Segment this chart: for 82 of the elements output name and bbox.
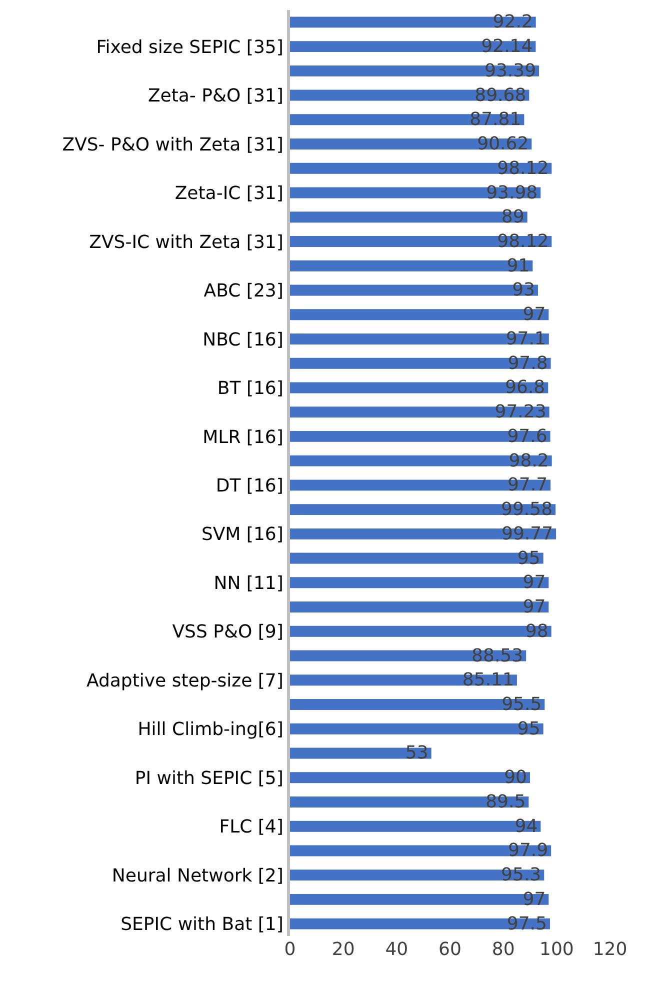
data-label: 88.53 xyxy=(472,645,524,666)
data-label: 87.81 xyxy=(470,109,522,130)
y-tick-label: ABC [23] xyxy=(204,280,284,302)
y-tick-label: SEPIC with Bat [1] xyxy=(120,914,284,936)
y-tick-label: Zeta-IC [31] xyxy=(174,183,284,204)
y-tick-label: PI with SEPIC [5] xyxy=(134,768,284,789)
data-label: 99.77 xyxy=(502,523,554,544)
data-label: 97 xyxy=(522,572,546,594)
y-tick-label: DT [16] xyxy=(216,475,284,496)
data-label: 90.62 xyxy=(477,134,529,155)
x-tick-label: 20 xyxy=(332,939,355,960)
bar xyxy=(290,723,544,734)
data-label: 97 xyxy=(522,304,546,326)
y-tick-label: NBC [16] xyxy=(202,329,284,350)
data-label: 99.58 xyxy=(501,499,553,520)
bar xyxy=(290,65,540,76)
x-tick-label: 80 xyxy=(492,939,515,960)
data-label: 93.98 xyxy=(486,182,538,204)
data-label: 97.7 xyxy=(507,474,548,496)
data-label: 98 xyxy=(525,620,548,642)
bar xyxy=(290,894,549,905)
y-tick-label: NN [11] xyxy=(214,572,284,594)
data-label: 89.5 xyxy=(486,791,526,812)
bar xyxy=(290,796,529,808)
y-tick-label: Adaptive step-size [7] xyxy=(86,670,284,692)
bar xyxy=(290,187,541,198)
data-label: 90 xyxy=(504,767,527,788)
data-label: 89.68 xyxy=(474,84,526,106)
data-label: 98.12 xyxy=(497,158,549,179)
y-tick-label: ZVS- P&O with Zeta [31] xyxy=(62,134,284,156)
data-label: 85.11 xyxy=(462,670,514,691)
y-tick-label: Fixed size SEPIC [35] xyxy=(96,36,284,58)
y-tick-label: MLR [16] xyxy=(202,426,284,448)
x-tick-label: 120 xyxy=(592,939,628,960)
data-label: 97.6 xyxy=(507,426,548,447)
bar xyxy=(290,358,551,369)
y-tick-label: BT [16] xyxy=(217,378,284,400)
data-label: 92.2 xyxy=(492,12,533,33)
data-label: 97.8 xyxy=(508,352,548,374)
data-label: 95 xyxy=(517,718,540,740)
bar xyxy=(290,918,550,930)
data-label: 97.9 xyxy=(508,840,548,862)
data-label: 93.39 xyxy=(484,60,536,82)
bar xyxy=(290,430,550,442)
bar xyxy=(290,552,544,564)
x-tick-label: 60 xyxy=(438,939,462,960)
bar xyxy=(290,333,549,344)
data-label: 95.5 xyxy=(502,694,542,715)
data-label: 53 xyxy=(405,742,428,764)
data-label: 98.2 xyxy=(508,450,549,472)
data-label: 98.12 xyxy=(497,231,549,252)
y-tick-label: VSS P&O [9] xyxy=(172,622,284,643)
data-label: 97.23 xyxy=(494,402,546,423)
y-tick-label: SVM [16] xyxy=(201,524,284,546)
y-tick-label: FLC [4] xyxy=(219,816,284,838)
x-tick-label: 100 xyxy=(539,939,574,960)
y-tick-label: Zeta- P&O [31] xyxy=(148,86,284,107)
data-label: 97 xyxy=(522,888,546,910)
data-label: 97.1 xyxy=(506,328,546,350)
x-tick-label: 0 xyxy=(284,939,296,960)
data-label: 96.8 xyxy=(505,377,546,398)
bar xyxy=(290,90,530,101)
data-label: 92.14 xyxy=(481,36,533,58)
bar xyxy=(290,162,552,174)
bar xyxy=(290,260,533,272)
data-label: 93 xyxy=(512,280,535,301)
bar xyxy=(290,528,556,540)
bar xyxy=(290,650,526,662)
bar xyxy=(290,820,541,832)
y-tick-label: ZVS-IC with Zeta [31] xyxy=(89,232,284,253)
data-label: 94 xyxy=(514,816,538,837)
bar xyxy=(290,455,552,466)
data-label: 97.5 xyxy=(506,913,547,934)
y-tick-label: Neural Network [2] xyxy=(112,865,284,886)
bar xyxy=(290,626,552,637)
x-tick-label: 40 xyxy=(385,939,408,960)
data-label: 95 xyxy=(517,548,540,569)
data-label: 97 xyxy=(522,596,546,618)
data-label: 95.3 xyxy=(501,864,542,886)
data-label: 91 xyxy=(506,255,530,276)
y-tick-label: Hill Climb-ing[6] xyxy=(138,719,284,740)
data-label: 89 xyxy=(501,206,524,228)
